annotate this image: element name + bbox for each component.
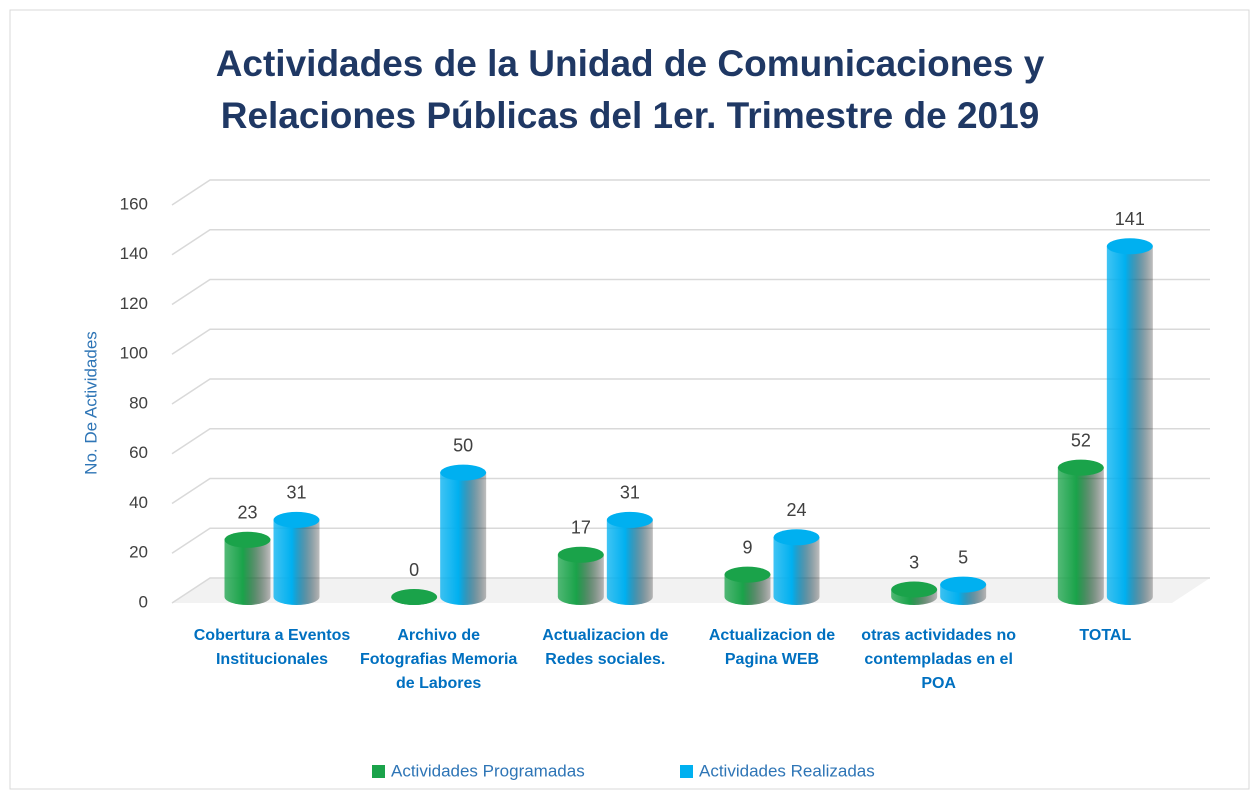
bar-top (940, 576, 987, 593)
chart-title: Actividades de la Unidad de Comunicacion… (215, 43, 1045, 136)
y-tick-label: 40 (129, 493, 148, 512)
bar (773, 537, 820, 605)
bar (440, 472, 487, 605)
data-label: 52 (1071, 430, 1091, 450)
y-tick-label: 20 (129, 543, 148, 562)
bar-top (724, 566, 771, 583)
bar (606, 519, 653, 605)
bar-top (440, 464, 487, 481)
data-label: 31 (286, 483, 306, 503)
data-label: 141 (1115, 209, 1145, 229)
grid-line (171, 278, 1210, 306)
bar (724, 574, 771, 605)
grid-line (171, 179, 1210, 206)
y-tick-label: 0 (139, 592, 148, 611)
data-label: 0 (409, 560, 419, 580)
grid-line (171, 378, 1210, 405)
y-tick-label: 160 (120, 194, 148, 213)
legend-swatch (680, 765, 693, 778)
bar (1106, 246, 1153, 605)
x-tick-label: Actualizacion de Redes sociales. (542, 627, 669, 668)
y-tick-label: 120 (120, 294, 148, 313)
bar-top (391, 589, 438, 605)
bar-top (891, 581, 938, 598)
bar-top (1057, 459, 1104, 476)
y-tick-label: 80 (129, 393, 148, 412)
legend-label: Actividades Programadas (391, 761, 585, 780)
y-axis-label: No. De Actividades (81, 331, 100, 475)
bar (224, 539, 271, 605)
x-tick-label: otras actividades no contempladas en el … (861, 627, 1017, 692)
bar (1057, 467, 1104, 605)
bar-top (773, 529, 820, 546)
bar-top (273, 511, 320, 528)
bar (273, 519, 320, 605)
y-tick-label: 100 (120, 344, 148, 363)
data-label: 9 (742, 537, 752, 557)
grid-line (171, 229, 1210, 256)
data-label: 31 (620, 483, 640, 503)
data-label: 24 (786, 500, 806, 520)
grid-line (171, 577, 1210, 604)
grid-line (171, 527, 1210, 554)
x-tick-label: Cobertura a Eventos Institucionales (193, 627, 351, 668)
data-label: 17 (571, 517, 591, 537)
data-label: 3 (909, 552, 919, 572)
chart-border (9, 9, 1250, 790)
grid-line (171, 477, 1210, 505)
y-tick-label: 60 (129, 443, 148, 462)
bar (557, 554, 604, 605)
bar-top (557, 546, 604, 563)
data-label: 23 (237, 503, 257, 523)
bar-top (606, 511, 653, 528)
grid-line (171, 328, 1210, 355)
x-tick-label: TOTAL (1079, 627, 1132, 644)
x-tick-label: Actualizacion de Pagina WEB (708, 627, 836, 668)
data-label: 50 (453, 435, 473, 455)
grid-line (171, 428, 1210, 455)
y-tick-label: 140 (120, 244, 148, 263)
x-tick-label: Archivo de Fotografias Memoria de Labore… (359, 627, 518, 692)
data-label: 5 (958, 547, 968, 567)
floor (172, 578, 1210, 603)
legend-label: Actividades Realizadas (699, 761, 875, 780)
legend-swatch (372, 765, 385, 778)
bar-top (224, 531, 271, 548)
bar-top (1106, 238, 1153, 255)
